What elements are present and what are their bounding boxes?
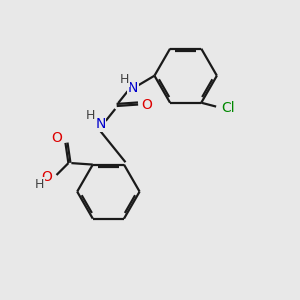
Text: H: H bbox=[120, 74, 129, 86]
Text: O: O bbox=[42, 170, 52, 184]
Text: N: N bbox=[95, 117, 106, 131]
Text: Cl: Cl bbox=[221, 101, 235, 115]
Text: O: O bbox=[141, 98, 152, 112]
Text: O: O bbox=[52, 131, 63, 146]
Text: H: H bbox=[86, 109, 95, 122]
Text: N: N bbox=[128, 81, 138, 95]
Text: H: H bbox=[34, 178, 44, 191]
